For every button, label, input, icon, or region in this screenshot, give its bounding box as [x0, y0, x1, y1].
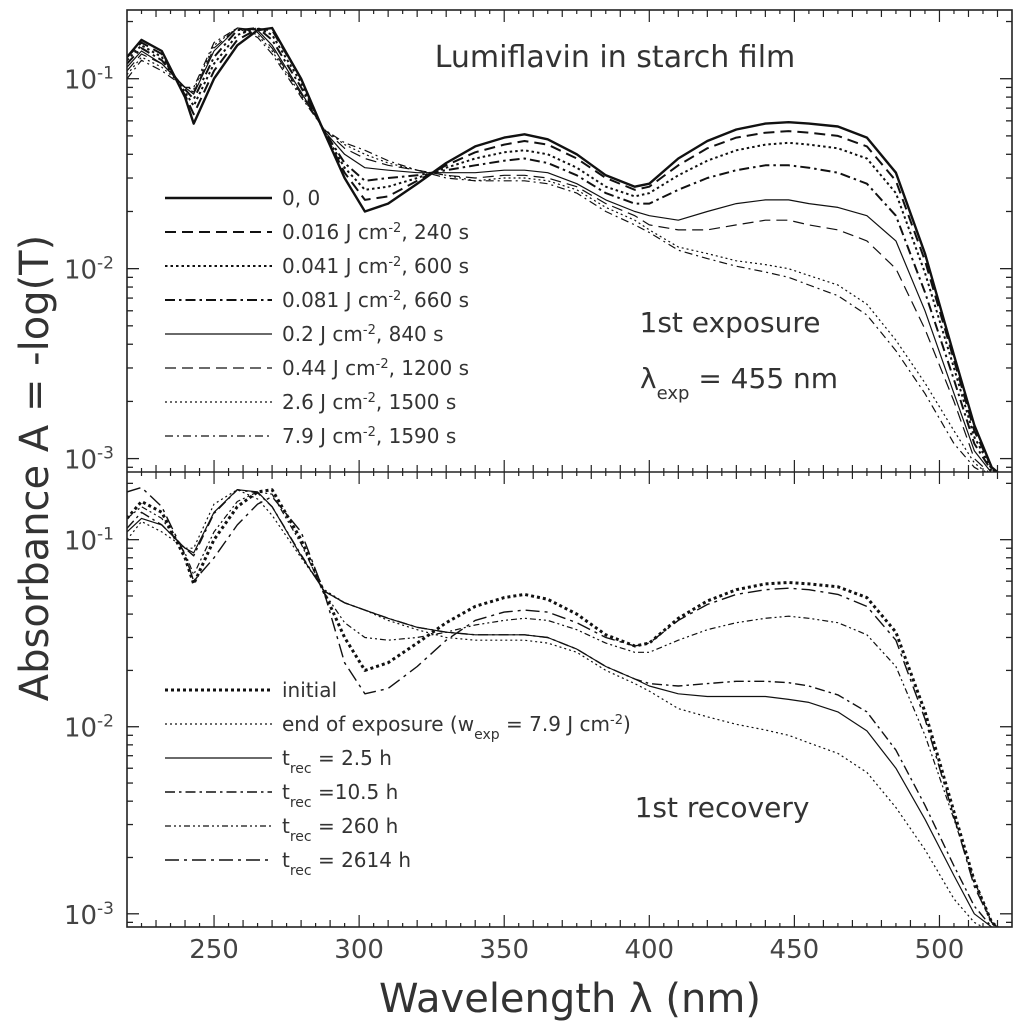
- x-tick-label-400: 400: [624, 935, 674, 965]
- plot-frame: [126, 9, 1013, 928]
- x-axis-ticks: 250 300 350 400 450 500: [140, 10, 999, 965]
- x-tick-label-350: 350: [479, 935, 529, 965]
- top-legend-label-1: 0.016 J cm-2, 240 s: [282, 220, 469, 244]
- recovery-annotation: 1st recovery: [635, 791, 810, 824]
- exposure-annotation: 1st exposure: [640, 306, 821, 339]
- top-legend-label-4: 0.2 J cm-2, 840 s: [282, 322, 444, 346]
- bottom-y-ticks: 10-1 10-2 10-3: [64, 482, 1012, 931]
- bottom-legend-label-0: initial: [282, 678, 337, 702]
- top-series-line-0: [127, 26, 1000, 472]
- top-legend-label-2: 0.041 J cm-2, 600 s: [282, 254, 469, 278]
- bottom-ytick-label-2: 10-3: [64, 899, 114, 931]
- x-axis-title: Wavelength λ (nm): [379, 976, 761, 1022]
- x-tick-label-300: 300: [334, 935, 384, 965]
- chart-title: Lumiflavin in starch film: [435, 40, 796, 75]
- bottom-legend-label-5: trec = 2614 h: [282, 848, 411, 879]
- x-tick-label-450: 450: [770, 935, 820, 965]
- bottom-legend-label-3: trec =10.5 h: [282, 780, 398, 811]
- top-series-line-7: [127, 27, 984, 472]
- x-tick-label-500: 500: [915, 935, 965, 965]
- bottom-series-line-5: [127, 486, 999, 927]
- top-series-line-3: [127, 27, 996, 472]
- lambda-annotation: λexp = 455 nm: [640, 362, 838, 404]
- bottom-panel: 10-1 10-2 10-3 initial end of exposure (wex…: [64, 482, 1012, 931]
- top-legend-label-3: 0.081 J cm-2, 660 s: [282, 288, 469, 312]
- top-ytick-label-2: 10-3: [64, 444, 114, 476]
- lambda-annotation-sub: exp: [657, 383, 690, 404]
- lambda-annotation-value: = 455 nm: [689, 362, 838, 395]
- top-series-line-2: [127, 27, 998, 472]
- bottom-legend-label-1: end of exposure (wexp = 7.9 J cm-2): [282, 712, 631, 743]
- top-legend-label-0: 0, 0: [282, 186, 320, 210]
- top-panel: 10-1 10-2 10-3 0, 0 0.016 J cm-2, 240 s 0.04…: [64, 20, 1012, 476]
- top-y-ticks: 10-1 10-2 10-3: [64, 20, 1012, 476]
- top-legend-label-7: 7.9 J cm-2, 1590 s: [282, 424, 456, 448]
- top-series-group: [127, 26, 1000, 472]
- top-series-line-1: [127, 27, 999, 472]
- y-axis-title: Absorbance A = -log(T): [12, 235, 58, 701]
- bottom-legend-label-2: trec = 2.5 h: [282, 746, 392, 777]
- bottom-legend: initial end of exposure (wexp = 7.9 J cm-…: [165, 678, 631, 879]
- bottom-series-line-1: [127, 489, 984, 927]
- bottom-series-line-0: [127, 488, 1000, 927]
- bottom-series-line-4: [127, 491, 999, 927]
- lambda-annotation-symbol: λ: [640, 362, 657, 395]
- bottom-legend-label-4: trec = 260 h: [282, 814, 398, 845]
- top-legend-label-5: 0.44 J cm-2, 1200 s: [282, 356, 469, 380]
- top-legend: 0, 0 0.016 J cm-2, 240 s 0.041 J cm-2, 600…: [165, 186, 469, 448]
- bottom-series-line-3: [127, 489, 994, 927]
- top-ytick-label-0: 10-1: [64, 64, 114, 96]
- bottom-ytick-label-0: 10-1: [64, 525, 114, 557]
- top-legend-label-6: 2.6 J cm-2, 1500 s: [282, 390, 456, 414]
- top-ytick-label-1: 10-2: [64, 254, 114, 286]
- bottom-ytick-label-1: 10-2: [64, 712, 114, 744]
- bottom-series-group: [127, 486, 1000, 927]
- x-tick-label-250: 250: [189, 935, 239, 965]
